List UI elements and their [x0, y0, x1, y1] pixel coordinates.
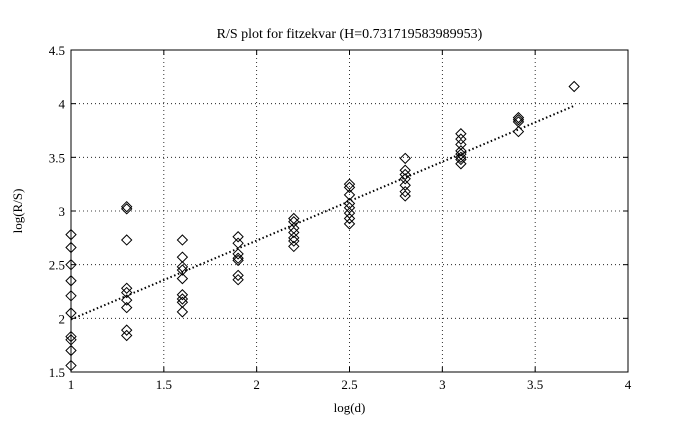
- chart-title: R/S plot for fitzekvar (H=0.731719583989…: [217, 27, 483, 42]
- data-point: [232, 254, 244, 267]
- data-point: [176, 234, 189, 246]
- data-point: [399, 190, 411, 202]
- x-tick-label: 4: [625, 377, 632, 392]
- data-point: [232, 273, 244, 286]
- data-point: [120, 324, 133, 336]
- data-point: [176, 264, 189, 276]
- data-point: [455, 145, 467, 157]
- data-point: [120, 203, 133, 215]
- data-point: [65, 275, 77, 287]
- data-point: [399, 164, 411, 176]
- data-point: [512, 125, 525, 138]
- data-point: [343, 202, 356, 214]
- y-axis: 1.5 2 2.5 3 3.5 4 4.5: [49, 43, 628, 380]
- x-tick-label: 2: [253, 377, 260, 392]
- data-point: [120, 329, 133, 342]
- data-point: [176, 296, 189, 308]
- y-tick-label: 2.5: [49, 258, 65, 273]
- y-tick-label: 4: [59, 97, 66, 112]
- x-tick-label: 1.5: [156, 377, 172, 392]
- y-tick-label: 1.5: [49, 365, 65, 380]
- y-tick-label: 3: [59, 204, 66, 219]
- y-axis-label: log(R/S): [10, 189, 25, 234]
- data-point: [455, 133, 467, 145]
- data-point: [343, 181, 356, 194]
- data-point: [65, 334, 77, 346]
- data-point: [343, 189, 356, 201]
- data-point: [455, 151, 467, 164]
- data-point: [343, 207, 356, 219]
- data-point: [120, 301, 133, 314]
- data-point: [455, 128, 467, 140]
- data-point: [288, 212, 300, 225]
- data-point: [455, 153, 467, 166]
- data-point: [399, 152, 411, 165]
- data-point: [512, 111, 525, 124]
- data-point: [288, 235, 300, 247]
- data-point: [343, 178, 356, 190]
- grid: [71, 50, 628, 372]
- x-axis-label: log(d): [334, 400, 366, 415]
- data-point: [65, 258, 77, 271]
- data-point: [232, 252, 244, 264]
- data-point: [232, 248, 244, 260]
- x-axis: 1 1.5 2 2.5 3 3.5 4: [68, 50, 632, 392]
- x-tick-label: 2.5: [341, 377, 357, 392]
- data-point: [288, 216, 300, 228]
- fit-line: [70, 104, 575, 321]
- data-point: [176, 272, 189, 285]
- data-point: [288, 240, 300, 253]
- data-point: [512, 114, 525, 126]
- data-point: [288, 226, 300, 239]
- data-point: [176, 306, 189, 318]
- data-point: [343, 218, 356, 230]
- data-point: [343, 212, 356, 225]
- x-tick-label: 1: [68, 377, 75, 392]
- data-point: [120, 234, 133, 246]
- y-tick-label: 3.5: [49, 150, 65, 165]
- data-point: [399, 168, 411, 181]
- scatter-points: [65, 80, 580, 372]
- data-point: [65, 228, 77, 241]
- data-point: [399, 185, 411, 198]
- data-point: [65, 290, 77, 302]
- x-tick-label: 3: [439, 377, 446, 392]
- data-point: [176, 289, 189, 301]
- data-point: [65, 359, 77, 372]
- data-point: [399, 173, 411, 185]
- data-point: [568, 80, 580, 93]
- data-point: [399, 179, 411, 191]
- data-point: [120, 294, 133, 306]
- data-point: [120, 200, 133, 213]
- data-point: [120, 282, 133, 294]
- data-point: [65, 241, 77, 254]
- data-point: [455, 158, 467, 170]
- y-tick-label: 2: [59, 311, 66, 326]
- data-point: [176, 293, 189, 305]
- data-point: [120, 286, 133, 299]
- data-point: [232, 237, 244, 249]
- data-point: [176, 251, 189, 263]
- data-point: [65, 330, 77, 343]
- data-point: [65, 344, 77, 357]
- data-point: [65, 307, 77, 319]
- x-tick-label: 3.5: [527, 377, 543, 392]
- data-point: [288, 232, 300, 244]
- data-point: [232, 269, 244, 282]
- data-point: [232, 231, 244, 243]
- y-tick-label: 4.5: [49, 43, 65, 58]
